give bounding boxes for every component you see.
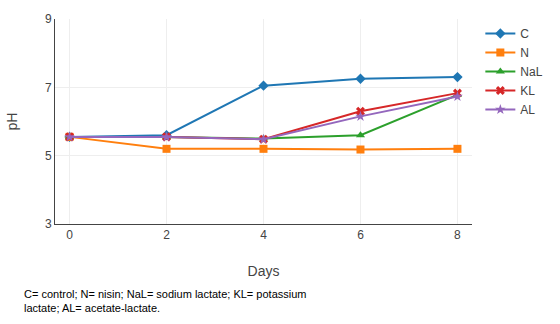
- svg-text:C= control; N= nisin; NaL= sod: C= control; N= nisin; NaL= sodium lactat…: [24, 288, 306, 314]
- svg-text:9: 9: [45, 12, 52, 26]
- svg-text:8: 8: [454, 228, 461, 242]
- svg-text:0: 0: [66, 228, 73, 242]
- svg-text:3: 3: [45, 217, 52, 231]
- svg-text:KL: KL: [520, 84, 535, 98]
- svg-text:AL: AL: [520, 103, 535, 117]
- svg-text:pH: pH: [4, 113, 20, 131]
- svg-text:C: C: [520, 27, 529, 41]
- svg-text:N: N: [520, 46, 529, 60]
- svg-text:4: 4: [260, 228, 267, 242]
- svg-text:6: 6: [357, 228, 364, 242]
- svg-text:7: 7: [45, 81, 52, 95]
- svg-text:2: 2: [163, 228, 170, 242]
- svg-text:Days: Days: [248, 263, 280, 279]
- svg-text:NaL: NaL: [520, 65, 542, 79]
- svg-text:5: 5: [45, 149, 52, 163]
